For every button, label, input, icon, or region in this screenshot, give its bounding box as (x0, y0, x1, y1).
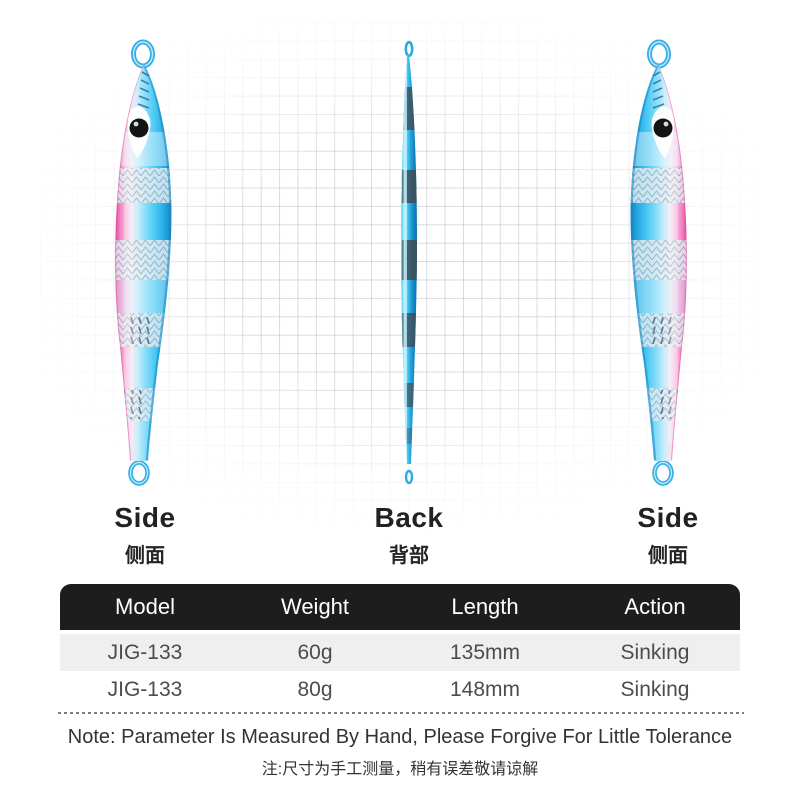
lure-photo-area: Side 侧面 Back 背部 Side 侧面 (0, 0, 800, 580)
fishing-jig-side-view-image (115, 39, 172, 486)
cell-weight: 60g (297, 640, 333, 664)
view-label-side-right: Side 侧面 (568, 502, 768, 568)
cell-model: JIG-133 (107, 677, 183, 701)
tolerance-note: Note: Parameter Is Measured By Hand, Ple… (0, 726, 800, 779)
view-label-en: Back (374, 502, 444, 533)
cell-weight: 80g (297, 677, 333, 701)
view-label-cn: 侧面 (648, 544, 688, 567)
spec-table-header-row: Model Weight Length Action (60, 584, 740, 630)
tolerance-note-en: Note: Parameter Is Measured By Hand, Ple… (67, 726, 733, 748)
view-label-back: Back 背部 (309, 502, 509, 568)
view-label-en: Side (114, 502, 176, 533)
header-weight: Weight (280, 594, 350, 619)
cell-action: Sinking (620, 677, 690, 701)
header-length: Length (451, 594, 519, 619)
cell-length: 135mm (449, 640, 521, 664)
header-model: Model (115, 594, 175, 619)
tolerance-note-cn: 注:尺寸为手工测量，稍有误差敬请谅解 (261, 761, 539, 778)
spec-table: Model Weight Length Action JIG-133 60g 1… (60, 584, 740, 708)
table-row: JIG-133 60g 135mm Sinking (60, 634, 740, 671)
fishing-jig-back-view-image (401, 40, 417, 485)
cell-length: 148mm (449, 677, 521, 701)
table-row: JIG-133 80g 148mm Sinking (60, 671, 740, 708)
header-action: Action (624, 594, 686, 619)
view-label-cn: 背部 (389, 544, 429, 567)
view-label-cn: 侧面 (125, 544, 165, 567)
cell-action: Sinking (620, 640, 690, 664)
dotted-divider (58, 712, 744, 714)
view-label-side-left: Side 侧面 (45, 502, 245, 568)
fishing-jig-side-view-mirrored-image (630, 39, 687, 486)
cell-model: JIG-133 (107, 640, 183, 664)
view-label-en: Side (637, 502, 699, 533)
